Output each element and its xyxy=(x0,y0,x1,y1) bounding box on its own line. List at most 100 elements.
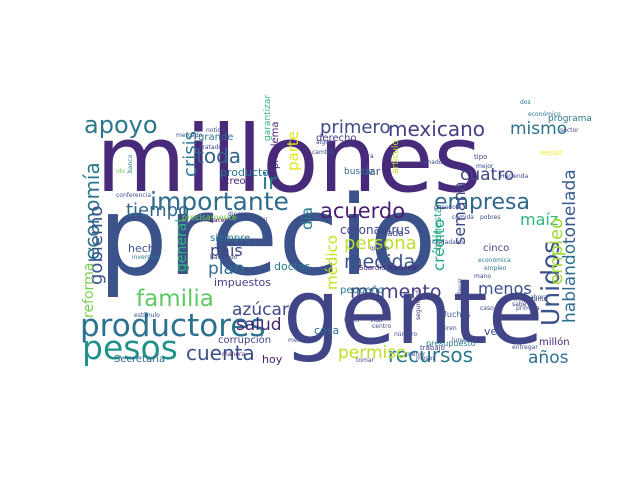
word-miren: Miren xyxy=(440,325,457,332)
word-tener: tener xyxy=(344,317,361,324)
word-impuestos: impuestos xyxy=(214,276,271,289)
word-creo: creo xyxy=(224,176,246,187)
word-precisamente: precisamente xyxy=(182,213,237,222)
word-hacienda: Hacienda xyxy=(500,173,529,180)
word-tratado: tratado xyxy=(200,144,223,151)
word-general: general xyxy=(174,218,190,272)
word-permiso: permiso xyxy=(338,343,407,363)
word-recursos: recursos xyxy=(388,343,474,367)
word-recibir: recibir xyxy=(540,149,563,157)
word-hablando: hablando xyxy=(560,243,580,323)
word-conferencia: conferencia xyxy=(116,192,152,199)
word-hacer: hacer xyxy=(210,217,227,224)
word-persona: persona xyxy=(344,233,417,254)
word-mercado: mercado xyxy=(176,132,203,139)
word-parte: parte xyxy=(284,131,302,171)
word-senado: Senado xyxy=(420,159,443,166)
word-tonelada: tonelada xyxy=(560,169,580,244)
word-mexicano: mexicano xyxy=(388,117,485,141)
word-precio: precio xyxy=(98,172,437,300)
word-haciendo: haciendo xyxy=(210,254,238,261)
word-meses: meses xyxy=(416,355,436,362)
word-gente: gente xyxy=(283,260,544,365)
word-pesos: pesos xyxy=(82,328,178,367)
word-siempre: siempre xyxy=(210,233,251,244)
word-dia: día xyxy=(298,207,316,230)
word-quiero: quiero xyxy=(370,245,389,252)
word-momento: momento xyxy=(350,281,442,303)
word-pasado: pasado xyxy=(434,204,456,211)
word-plan: plan xyxy=(208,259,245,279)
word-cambio: cambio xyxy=(312,149,334,156)
word-azucar: azúcar xyxy=(232,300,289,320)
word-muchas: Muchas xyxy=(440,310,471,319)
word-mano: mano xyxy=(474,273,491,280)
word-guardia-nacional: Guardia Nacional xyxy=(358,264,419,272)
word-millon: millón xyxy=(539,337,570,348)
word-llevar: llevar xyxy=(457,278,464,295)
word-pobres: pobres xyxy=(480,214,501,221)
word-acuerdo: acuerdo xyxy=(320,199,406,223)
word-numero: número xyxy=(394,331,418,338)
word-buscar: buscar xyxy=(344,167,375,177)
word-pequeno: pequeño xyxy=(340,285,384,296)
word-importante-small: importante xyxy=(514,296,548,303)
word-medida: medida xyxy=(344,251,416,273)
word-mismo: mismo xyxy=(510,119,568,139)
word-caso: caso xyxy=(480,305,494,312)
word-lunes: lunes xyxy=(452,337,469,344)
word-vida: vida xyxy=(370,317,383,324)
word-dar: dar xyxy=(362,165,381,178)
word-empresa: empresa xyxy=(434,190,530,215)
word-medico: médico xyxy=(323,235,341,290)
word-ahora: ahora xyxy=(530,294,548,301)
word-hoy: hoy xyxy=(262,353,283,366)
word-ido: ido xyxy=(116,168,126,175)
word-importante: importante xyxy=(150,187,289,216)
word-ciudadano: ciudadano xyxy=(432,239,464,246)
word-economico: económico xyxy=(528,111,561,118)
word-mil: mil xyxy=(258,217,268,224)
word-coronavirus: coronavirus xyxy=(340,223,411,237)
word-cosa: cosa xyxy=(314,324,340,337)
word-algun: algún xyxy=(316,139,333,146)
word-manera: manera xyxy=(222,351,246,358)
word-maiz: maíz xyxy=(520,210,559,229)
word-salud: salud xyxy=(236,315,282,335)
word-doctor: doctor xyxy=(274,260,310,273)
word-tiempo: tiempo xyxy=(126,200,190,221)
word-banco: banco xyxy=(127,154,134,173)
word-comida: comida xyxy=(452,214,474,221)
word-inversion: inversión xyxy=(132,254,160,261)
word-centro: centro xyxy=(372,323,392,330)
word-cuatro: cuatro xyxy=(460,165,515,185)
word-mensaje: mensaje xyxy=(288,337,314,344)
word-secretaria: Secretaría xyxy=(114,354,166,365)
word-familia: familia xyxy=(136,286,214,312)
word-cada: cada xyxy=(382,229,404,239)
word-derecho: derecho xyxy=(316,133,357,144)
word-digo: digo xyxy=(340,141,353,148)
word-menor: menor xyxy=(406,351,426,358)
word-toda: toda xyxy=(196,144,242,168)
word-cuenta: cuenta xyxy=(186,341,255,365)
word-pais: país xyxy=(210,241,243,260)
word-apoyo: apoyo xyxy=(84,111,158,139)
word-sector: sector xyxy=(560,127,579,134)
word-empleo-small: empleo xyxy=(484,265,507,272)
word-grande: grande xyxy=(198,132,234,143)
word-millones: millones xyxy=(96,106,482,213)
word-garantizar: garantizar xyxy=(263,94,273,141)
word-dos: dos xyxy=(520,99,531,106)
word-obra: obra xyxy=(360,153,374,160)
word-anos: años xyxy=(528,348,569,368)
word-productores: productores xyxy=(80,308,266,344)
word-estimulo: estímulo xyxy=(134,312,160,319)
word-corrupcion: corrupción xyxy=(218,335,272,346)
word-reforma: reforma xyxy=(81,262,97,318)
word-articulo: artículo xyxy=(391,140,401,174)
word-entregar: entregar xyxy=(512,344,538,351)
word-mejor: mejor xyxy=(476,163,494,170)
word-tipo: tipo xyxy=(474,153,488,161)
